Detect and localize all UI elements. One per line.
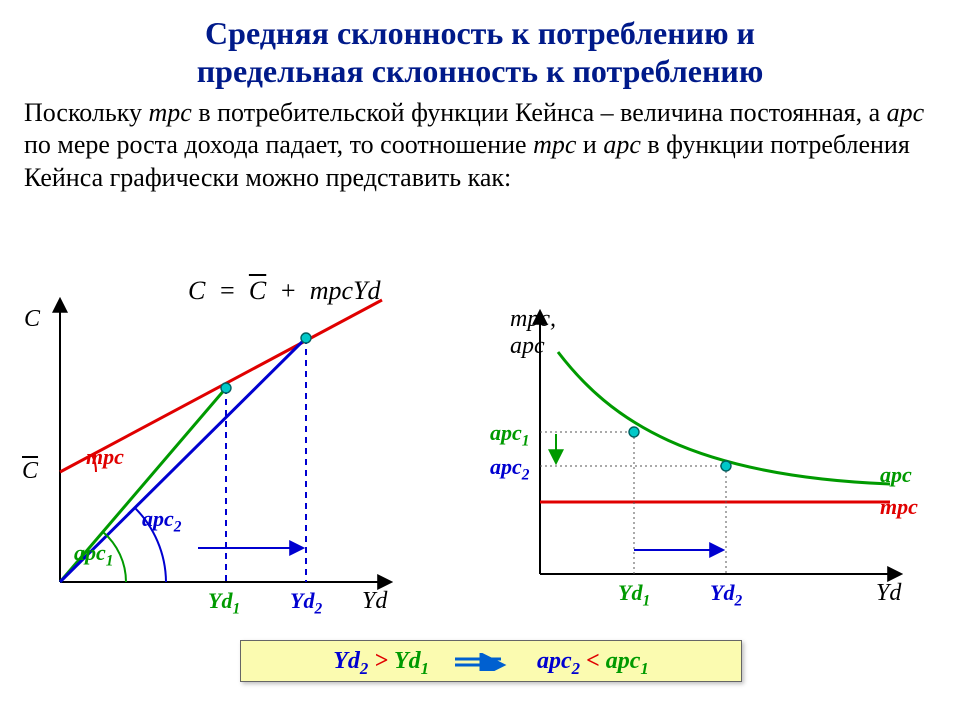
left-apc2-a: apc	[142, 506, 174, 531]
r-yd1-b: 1	[642, 592, 650, 609]
left-x-label: Yd	[362, 588, 387, 615]
right-apc-label: apc	[880, 462, 912, 488]
b-apc1-a: apc	[606, 648, 641, 674]
left-yd2-a: Yd	[290, 588, 314, 613]
b-lt: <	[586, 648, 600, 674]
left-y-label-text: C	[24, 306, 40, 332]
implies-arrow-icon	[453, 653, 513, 671]
r-apc1-b: 1	[522, 432, 530, 449]
right-apc2-label: apc2	[490, 454, 529, 484]
left-mpc-label: mpc	[86, 444, 124, 470]
right-chart	[540, 312, 900, 574]
left-point1	[221, 383, 231, 393]
r-yd2-b: 2	[734, 592, 742, 609]
right-mpc-label: mpc	[880, 494, 918, 520]
b-yd1-a: Yd	[394, 648, 421, 674]
right-yl1: mpc,	[510, 306, 556, 332]
cbar-label-text: C	[22, 458, 38, 484]
r-apc2-a: apc	[490, 454, 522, 479]
left-x-label-text: Yd	[362, 588, 387, 614]
left-yd1-a: Yd	[208, 588, 232, 613]
left-apc1-a: apc	[74, 540, 106, 565]
r-apc2-b: 2	[522, 466, 530, 483]
right-apc1-label: apc1	[490, 420, 529, 450]
b-apc2-b: 2	[572, 659, 580, 678]
left-apc2-b: 2	[174, 518, 182, 535]
conclusion-box: Yd2 > Yd1 apc2 < apc1	[240, 640, 742, 682]
b-yd1-b: 1	[421, 659, 429, 678]
right-apc-text: apc	[880, 462, 912, 487]
r-yd1-a: Yd	[618, 580, 642, 605]
b-apc2-a: apc	[537, 648, 572, 674]
right-yl2: apc	[510, 333, 545, 359]
b-apc1-b: 1	[640, 659, 648, 678]
b-yd2-a: Yd	[333, 648, 360, 674]
right-point2	[721, 461, 731, 471]
right-y-label: mpc, apc	[510, 306, 556, 360]
right-x-label-text: Yd	[876, 580, 901, 606]
left-y-label: C	[24, 306, 40, 333]
left-mpc-label-text: mpc	[86, 444, 124, 469]
b-gt: >	[374, 648, 388, 674]
r-yd2-a: Yd	[710, 580, 734, 605]
right-mpc-text: mpc	[880, 494, 918, 519]
left-yd1-b: 1	[232, 600, 240, 617]
left-yd2-b: 2	[314, 600, 322, 617]
right-yd2-label: Yd2	[710, 580, 742, 610]
left-point2	[301, 333, 311, 343]
left-yd2-label: Yd2	[290, 588, 322, 618]
diagram-svg	[0, 0, 960, 720]
cbar-label: C	[22, 458, 38, 485]
left-apc1-label: apc1	[74, 540, 113, 570]
right-yd1-label: Yd1	[618, 580, 650, 610]
b-yd2-b: 2	[360, 659, 368, 678]
left-apc2-label: apc2	[142, 506, 181, 536]
left-apc1-b: 1	[106, 552, 114, 569]
right-x-label: Yd	[876, 580, 901, 607]
left-yd1-label: Yd1	[208, 588, 240, 618]
r-apc1-a: apc	[490, 420, 522, 445]
right-point1	[629, 427, 639, 437]
